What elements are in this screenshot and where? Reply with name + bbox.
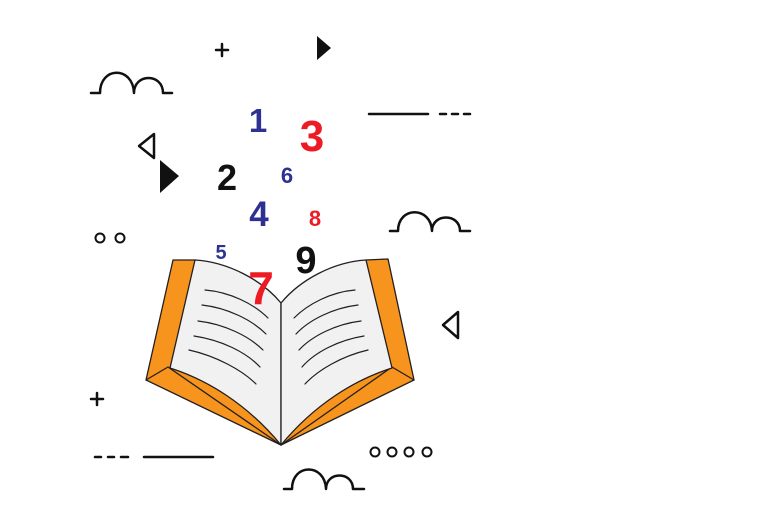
book-right-cover-edge: [280, 366, 415, 446]
wave-line-icon: [388, 211, 472, 233]
digit-4: 4: [249, 195, 269, 234]
digit-2: 2: [217, 157, 237, 198]
triangle-outline-icon: [441, 310, 460, 340]
book-left-cover-edge: [145, 366, 282, 446]
play-triangle-icon: [317, 36, 331, 60]
digit-9: 9: [295, 240, 316, 282]
circle-dots-icon: [94, 232, 126, 244]
plus-icon: [89, 391, 105, 407]
digit-3: 3: [300, 112, 324, 161]
digit-6: 6: [281, 163, 293, 188]
plus-icon: [214, 42, 230, 58]
digit-1: 1: [249, 102, 267, 139]
triangle-outline-icon: [137, 132, 156, 160]
wave-line-icon: [282, 468, 366, 491]
open-book-icon: [145, 258, 415, 446]
number-group: 1 3 2 6 4 8 5 9 7: [215, 102, 324, 314]
play-triangle-icon: [160, 160, 179, 193]
digit-5: 5: [215, 242, 226, 264]
book-text-lines: [188, 289, 369, 385]
digit-8: 8: [309, 206, 321, 231]
wave-line-icon: [89, 71, 174, 95]
circle-dots-icon: [369, 446, 433, 458]
digit-7: 7: [248, 262, 274, 314]
decorations: [89, 42, 472, 491]
